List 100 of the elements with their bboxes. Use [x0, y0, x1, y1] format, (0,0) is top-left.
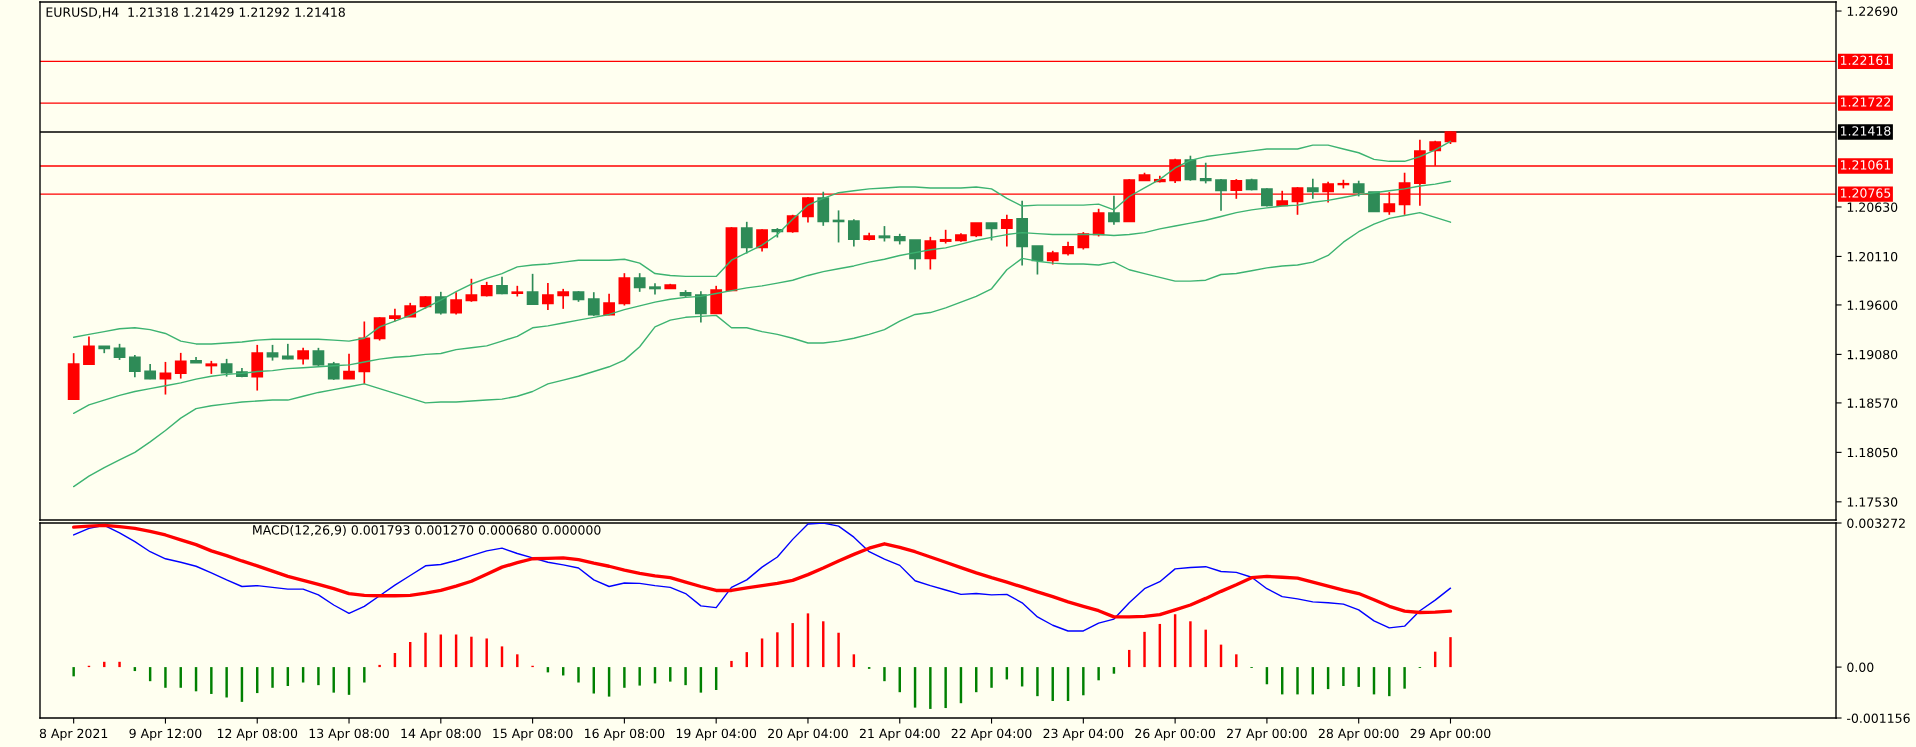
candlestick: [1000, 213, 1013, 248]
bar: [1403, 667, 1406, 689]
x-tick-label: 14 Apr 08:00: [401, 728, 481, 741]
candlestick: [83, 335, 95, 366]
y-tick-label: 1.20630: [1847, 202, 1898, 212]
chart-title: MACD(12,26,9) 0.001793 0.001270 0.000680 0.000000: [253, 524, 601, 537]
candlestick: [312, 347, 325, 367]
bar: [684, 667, 687, 686]
candlestick: [924, 236, 937, 271]
x-tick-label: 27 Apr 00:00: [1227, 728, 1307, 741]
bar: [1143, 631, 1146, 668]
candlestick: [1215, 178, 1227, 212]
line-series: [72, 140, 1452, 345]
bar: [883, 667, 886, 682]
bar: [1388, 667, 1391, 697]
y-tick-label: 0.003272: [1847, 518, 1905, 528]
bar: [944, 667, 947, 709]
x-tick-label: 23 Apr 04:00: [1043, 728, 1124, 741]
bar: [210, 667, 213, 694]
candlestick: [740, 220, 753, 255]
candlestick: [251, 344, 264, 392]
bar: [577, 667, 580, 683]
y-tick-label: 0.00: [1847, 662, 1874, 673]
bar: [378, 664, 381, 668]
candlestick: [1306, 177, 1319, 200]
x-tick-label: 29 Apr 00:00: [1410, 728, 1491, 741]
bar: [1449, 637, 1452, 668]
bar: [1296, 667, 1299, 695]
candlestick: [802, 196, 814, 224]
candlestick: [450, 291, 462, 316]
candlestick: [710, 284, 723, 315]
bar: [485, 638, 488, 668]
bar: [669, 667, 672, 682]
y-tick-label: 1.19600: [1847, 300, 1898, 310]
candlestick: [847, 218, 860, 248]
candlestick: [174, 352, 187, 380]
x-tick-label: 16 Apr 08:00: [585, 728, 665, 741]
bar: [1036, 667, 1039, 697]
bar: [776, 632, 779, 668]
bar: [1204, 629, 1207, 668]
ref-line-label: 1.21061: [1840, 160, 1891, 170]
candlestick: [694, 290, 707, 324]
y-tick-label: 1.18050: [1847, 447, 1898, 458]
bar: [623, 667, 626, 688]
bar: [1357, 667, 1360, 687]
bar: [424, 632, 427, 668]
bar: [72, 667, 75, 677]
x-tick-label: 22 Apr 04:00: [951, 728, 1032, 741]
candlestick: [159, 361, 172, 396]
x-tick-label: 8 Apr 2021: [39, 728, 108, 741]
x-tick-label: 9 Apr 12:00: [129, 728, 202, 741]
bar: [1342, 667, 1345, 687]
x-tick-label: 13 Apr 08:00: [309, 728, 389, 741]
bar: [638, 667, 641, 686]
candlestick: [1092, 207, 1105, 238]
candlestick: [1199, 161, 1212, 185]
y-tick-label: 1.20110: [1847, 251, 1898, 262]
ref-line-label: 1.21418: [1840, 126, 1891, 136]
x-tick-label: 19 Apr 04:00: [676, 728, 757, 741]
bar: [1235, 654, 1238, 668]
bar: [516, 654, 519, 668]
candlestick: [633, 272, 646, 293]
x-tick-label: 20 Apr 04:00: [768, 728, 848, 741]
bar: [1189, 621, 1192, 668]
bar: [317, 667, 320, 686]
candlestick: [542, 282, 554, 311]
bar: [730, 660, 733, 668]
bar: [118, 661, 121, 668]
candlestick: [909, 239, 921, 271]
candlestick: [343, 352, 355, 380]
x-tick-label: 26 Apr 00:00: [1135, 728, 1216, 741]
x-tick-label: 21 Apr 04:00: [859, 728, 940, 741]
y-tick-label: 1.18570: [1847, 398, 1898, 408]
bar: [470, 636, 473, 668]
ref-line-label: 1.21722: [1840, 97, 1891, 107]
candlestick: [1108, 194, 1120, 226]
bar: [271, 667, 274, 688]
bar: [791, 623, 794, 668]
bar: [929, 667, 932, 709]
candlestick: [373, 316, 386, 342]
candlestick: [128, 354, 141, 379]
y-tick-label: 1.17530: [1847, 497, 1898, 507]
y-tick-label: 1.22690: [1847, 6, 1898, 16]
bar: [990, 667, 993, 688]
x-tick-label: 12 Apr 08:00: [217, 728, 298, 741]
x-tick-label: 15 Apr 08:00: [493, 728, 573, 741]
x-tick-label: 28 Apr 00:00: [1318, 728, 1399, 741]
bar: [363, 667, 366, 683]
candlestick: [557, 288, 570, 310]
bar: [164, 667, 167, 688]
candlestick: [587, 291, 600, 317]
ref-line-label: 1.20765: [1840, 188, 1891, 198]
line-series: [72, 180, 1452, 415]
y-tick-label: -0.001156: [1847, 713, 1910, 723]
ref-line-label: 1.22161: [1840, 55, 1891, 65]
candlestick: [465, 277, 478, 303]
bar: [837, 632, 840, 668]
line-series: [72, 211, 1452, 488]
candlestick: [817, 190, 830, 227]
bar: [225, 667, 228, 698]
